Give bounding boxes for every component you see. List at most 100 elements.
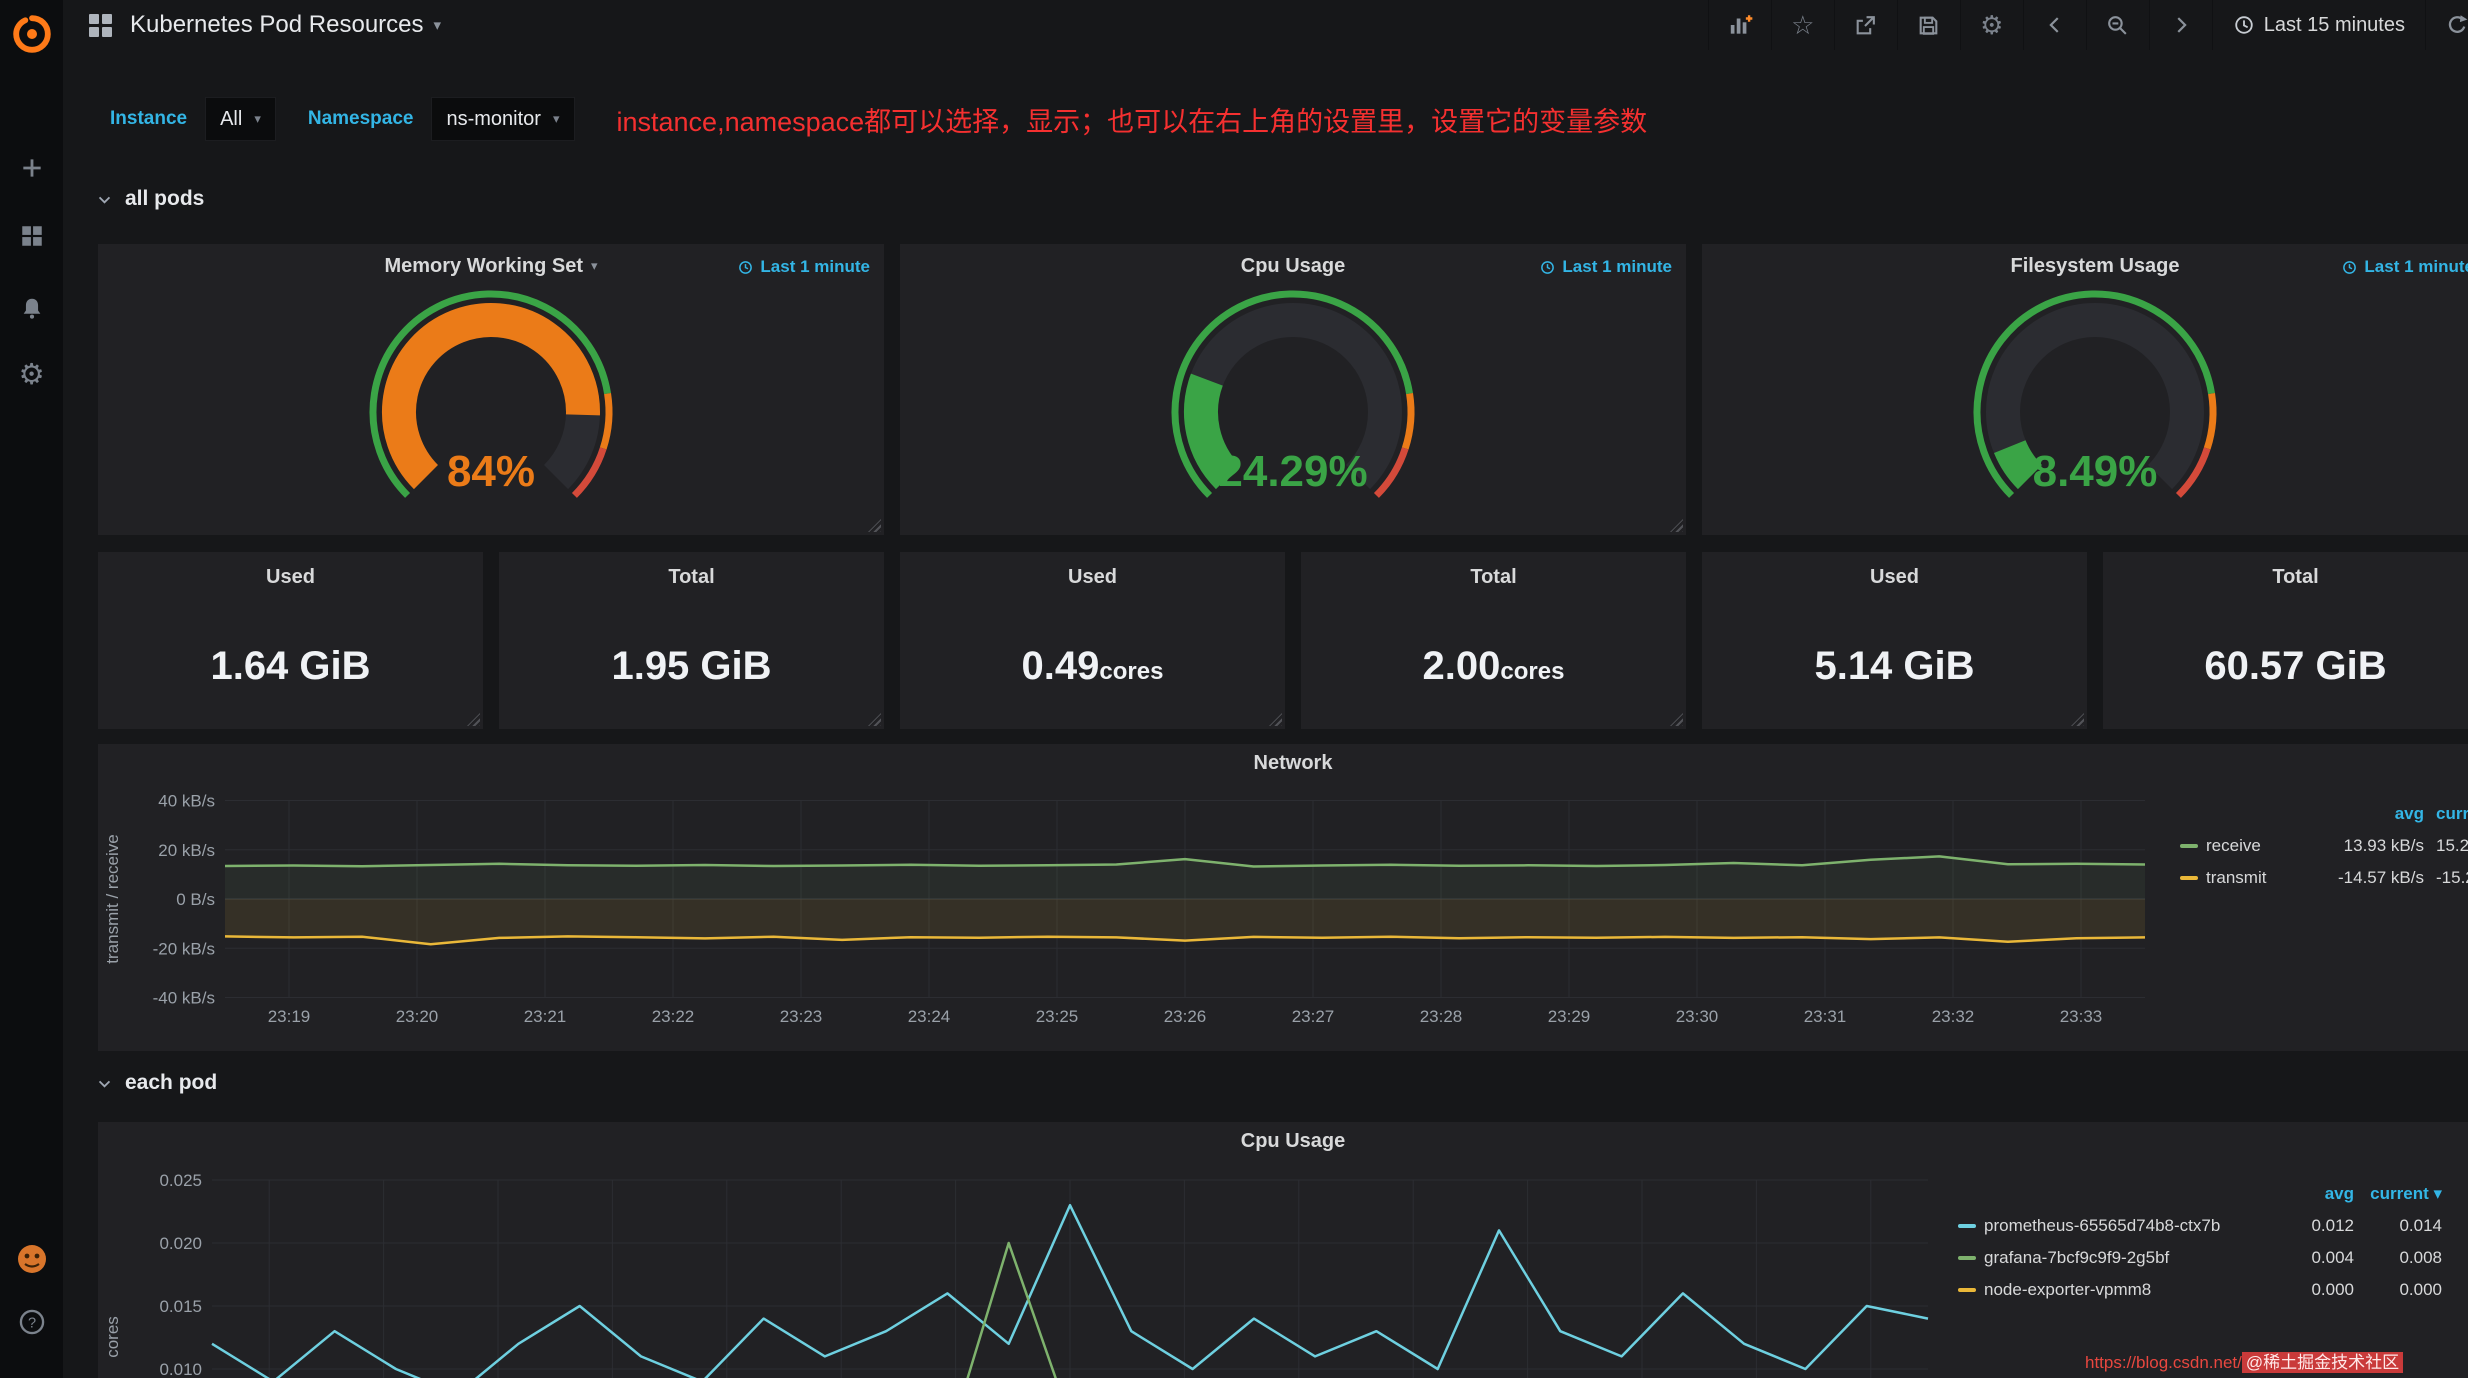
panel-resize-handle[interactable] (2071, 713, 2084, 726)
add-panel-button[interactable] (1707, 0, 1771, 50)
top-navbar: Kubernetes Pod Resources ▾ ☆ (63, 0, 2468, 50)
save-icon (1919, 16, 1938, 35)
gauge-threshold-arc (599, 392, 613, 450)
panel-resize-handle[interactable] (868, 713, 881, 726)
svg-text:0.010: 0.010 (159, 1360, 202, 1378)
create-plus-icon[interactable] (0, 140, 63, 196)
legend-current-value: -15.2 (2436, 868, 2468, 887)
star-button[interactable]: ☆ (1770, 0, 1834, 50)
share-button[interactable] (1833, 0, 1897, 50)
panel-memory-working-set: Memory Working Set ▾ Last 1 minute 84% (98, 244, 884, 535)
gauge-threshold-arc (369, 290, 612, 498)
time-back-button[interactable] (2022, 0, 2086, 50)
variable-value-instance: All (220, 107, 243, 130)
panel-title[interactable]: Total (1470, 566, 1517, 588)
panel-title[interactable]: Total (668, 566, 715, 588)
user-avatar[interactable] (0, 1231, 63, 1287)
legend-current-value: 0.000 (2399, 1280, 2442, 1299)
legend-row: receive 13.93 kB/s 15.2 (2180, 830, 2468, 862)
legend-header: avg current (2180, 798, 2468, 830)
panel-filesystem-used: Used 5.14 GiB (1702, 552, 2087, 729)
panel-menu-caret-icon: ▾ (591, 258, 598, 273)
panel-network: Network 23:19 23:20 23:21 23:22 23:23 23:24 23… (98, 744, 2468, 1051)
legend-col-avg[interactable]: avg (2394, 804, 2424, 823)
svg-text:23:28: 23:28 (1420, 1007, 1463, 1026)
dashboard-picker-icon[interactable] (89, 13, 112, 37)
svg-text:0.015: 0.015 (159, 1297, 202, 1316)
svg-text:0 B/s: 0 B/s (176, 890, 215, 909)
panel-filesystem-usage-gauge: Filesystem Usage Last 1 minute 8.49% (1702, 244, 2468, 535)
variable-dropdown-namespace[interactable]: ns-monitor ▾ (431, 97, 575, 141)
share-icon (1856, 15, 1876, 34)
variable-dropdown-instance[interactable]: All ▾ (205, 97, 276, 141)
grafana-logo-icon[interactable] (0, 6, 63, 62)
legend-series-name[interactable]: prometheus-65565d74b8-ctx7b (1984, 1216, 2221, 1235)
svg-text:23:25: 23:25 (1036, 1007, 1079, 1026)
svg-text:0.025: 0.025 (159, 1171, 202, 1190)
chevron-left-icon (2049, 17, 2059, 33)
panel-cpu-used: Used 0.49cores (900, 552, 1285, 729)
legend-series-name[interactable]: node-exporter-vpmm8 (1984, 1280, 2152, 1299)
svg-text:0.020: 0.020 (159, 1234, 202, 1253)
legend-series-color-icon (1958, 1224, 1976, 1228)
svg-text:20 kB/s: 20 kB/s (158, 841, 215, 860)
panel-header[interactable]: Memory Working Set ▾ Last 1 minute (98, 244, 884, 288)
clock-icon (739, 260, 753, 274)
row-title: each pod (125, 1071, 218, 1094)
panel-title[interactable]: Total (2272, 566, 2319, 588)
dashboard-title[interactable]: Kubernetes Pod Resources ▾ (130, 11, 441, 39)
stat-value: 0.49cores (1021, 644, 1164, 688)
legend-row: prometheus-65565d74b8-ctx7b 0.012 0.014 (1958, 1210, 2442, 1242)
series-line-transmit (224, 935, 2146, 946)
legend-series-name[interactable]: grafana-7bcf9c9f9-2g5bf (1984, 1248, 2170, 1267)
panel-header[interactable]: Cpu Usage Last 1 minute (900, 244, 1686, 288)
legend-col-avg[interactable]: avg (2324, 1184, 2354, 1203)
save-button[interactable] (1896, 0, 1960, 50)
chevron-down-icon: ▾ (433, 17, 442, 34)
variable-label-namespace: Namespace (307, 108, 414, 129)
svg-text:?: ? (27, 1315, 35, 1331)
legend-current-value: 15.2 (2436, 836, 2468, 855)
row-header-each-pod[interactable]: each pod (96, 1071, 217, 1095)
time-range-picker[interactable]: Last 15 minutes (2211, 0, 2425, 50)
alerting-bell-icon[interactable] (0, 280, 63, 336)
panel-resize-handle[interactable] (467, 713, 480, 726)
panel-time-range[interactable]: Last 1 minute (1540, 257, 1672, 277)
panel-title: Memory Working Set (384, 254, 584, 277)
configuration-gear-icon[interactable]: ⚙ (18, 358, 45, 391)
time-forward-button[interactable] (2148, 0, 2212, 50)
refresh-button[interactable] (2425, 0, 2468, 50)
panel-title[interactable]: Cpu Usage (1240, 1130, 1346, 1152)
legend-series-name[interactable]: receive (2206, 836, 2261, 855)
panel-resize-handle[interactable] (1269, 713, 1282, 726)
time-range-label: Last 15 minutes (2263, 13, 2405, 36)
panel-time-range[interactable]: Last 1 minute (738, 257, 870, 277)
chevron-down-icon: ▾ (552, 111, 560, 126)
panel-title[interactable]: Used (1068, 566, 1117, 588)
panel-title[interactable]: Network (1253, 752, 1333, 774)
template-variables-row: Instance All ▾ Namespace ns-monitor ▾ in… (110, 96, 1647, 142)
gauge-threshold-arc (1171, 290, 1414, 498)
legend-col-current[interactable]: current (2436, 804, 2468, 823)
variable-value-namespace: ns-monitor (446, 107, 541, 130)
row-header-all-pods[interactable]: all pods (96, 187, 204, 211)
help-icon[interactable]: ? (0, 1294, 63, 1350)
settings-button[interactable]: ⚙ (1959, 0, 2023, 50)
gauge-threshold-arc (2175, 447, 2211, 498)
svg-text:-40 kB/s: -40 kB/s (153, 989, 215, 1008)
legend-series-color-icon (1958, 1288, 1976, 1292)
dashboards-icon[interactable] (0, 208, 63, 264)
panel-header[interactable]: Filesystem Usage Last 1 minute (1702, 244, 2468, 288)
cpu-per-pod-chart: 23:1923:2023:2123:2223:2323:2423:2523:26… (103, 1171, 1929, 1378)
panel-filesystem-total: Total 60.57 GiB (2103, 552, 2468, 729)
filesystem-gauge: 8.49% (1973, 290, 2217, 498)
gauge-value-text: 24.29% (1218, 447, 1367, 496)
legend-series-name[interactable]: transmit (2206, 868, 2267, 887)
panel-resize-handle[interactable] (1670, 713, 1683, 726)
panel-title[interactable]: Used (266, 566, 315, 588)
gauge-threshold-arc (571, 447, 607, 498)
panel-time-range[interactable]: Last 1 minute (2342, 257, 2468, 277)
zoom-out-button[interactable] (2085, 0, 2149, 50)
panel-title[interactable]: Used (1870, 566, 1919, 588)
legend-col-current[interactable]: current ▾ (2370, 1184, 2442, 1203)
